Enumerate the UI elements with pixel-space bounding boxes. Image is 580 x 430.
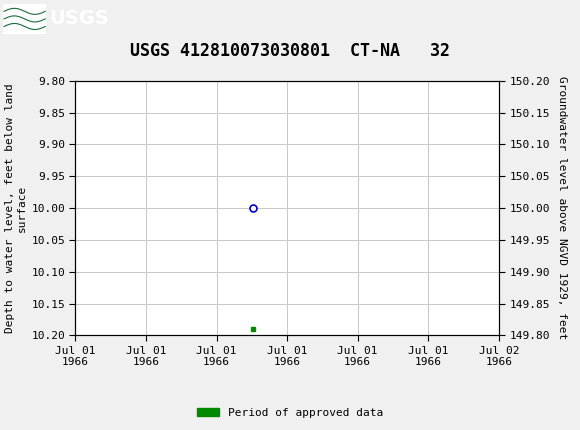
Bar bbox=[3, 4, 46, 34]
Y-axis label: Depth to water level, feet below land
surface: Depth to water level, feet below land su… bbox=[5, 83, 27, 333]
Legend: Period of approved data: Period of approved data bbox=[193, 403, 387, 422]
Text: USGS 412810073030801  CT-NA   32: USGS 412810073030801 CT-NA 32 bbox=[130, 42, 450, 60]
Y-axis label: Groundwater level above NGVD 1929, feet: Groundwater level above NGVD 1929, feet bbox=[557, 77, 567, 340]
Text: USGS: USGS bbox=[49, 9, 109, 28]
